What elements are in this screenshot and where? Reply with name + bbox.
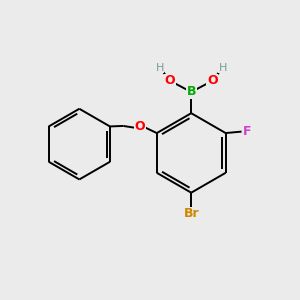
Text: H: H (155, 63, 164, 73)
Text: H: H (218, 63, 227, 73)
Text: O: O (134, 120, 145, 133)
Text: O: O (165, 74, 175, 87)
Text: B: B (187, 85, 196, 98)
Text: F: F (243, 125, 251, 138)
Text: O: O (207, 74, 218, 87)
Text: Br: Br (183, 207, 199, 220)
